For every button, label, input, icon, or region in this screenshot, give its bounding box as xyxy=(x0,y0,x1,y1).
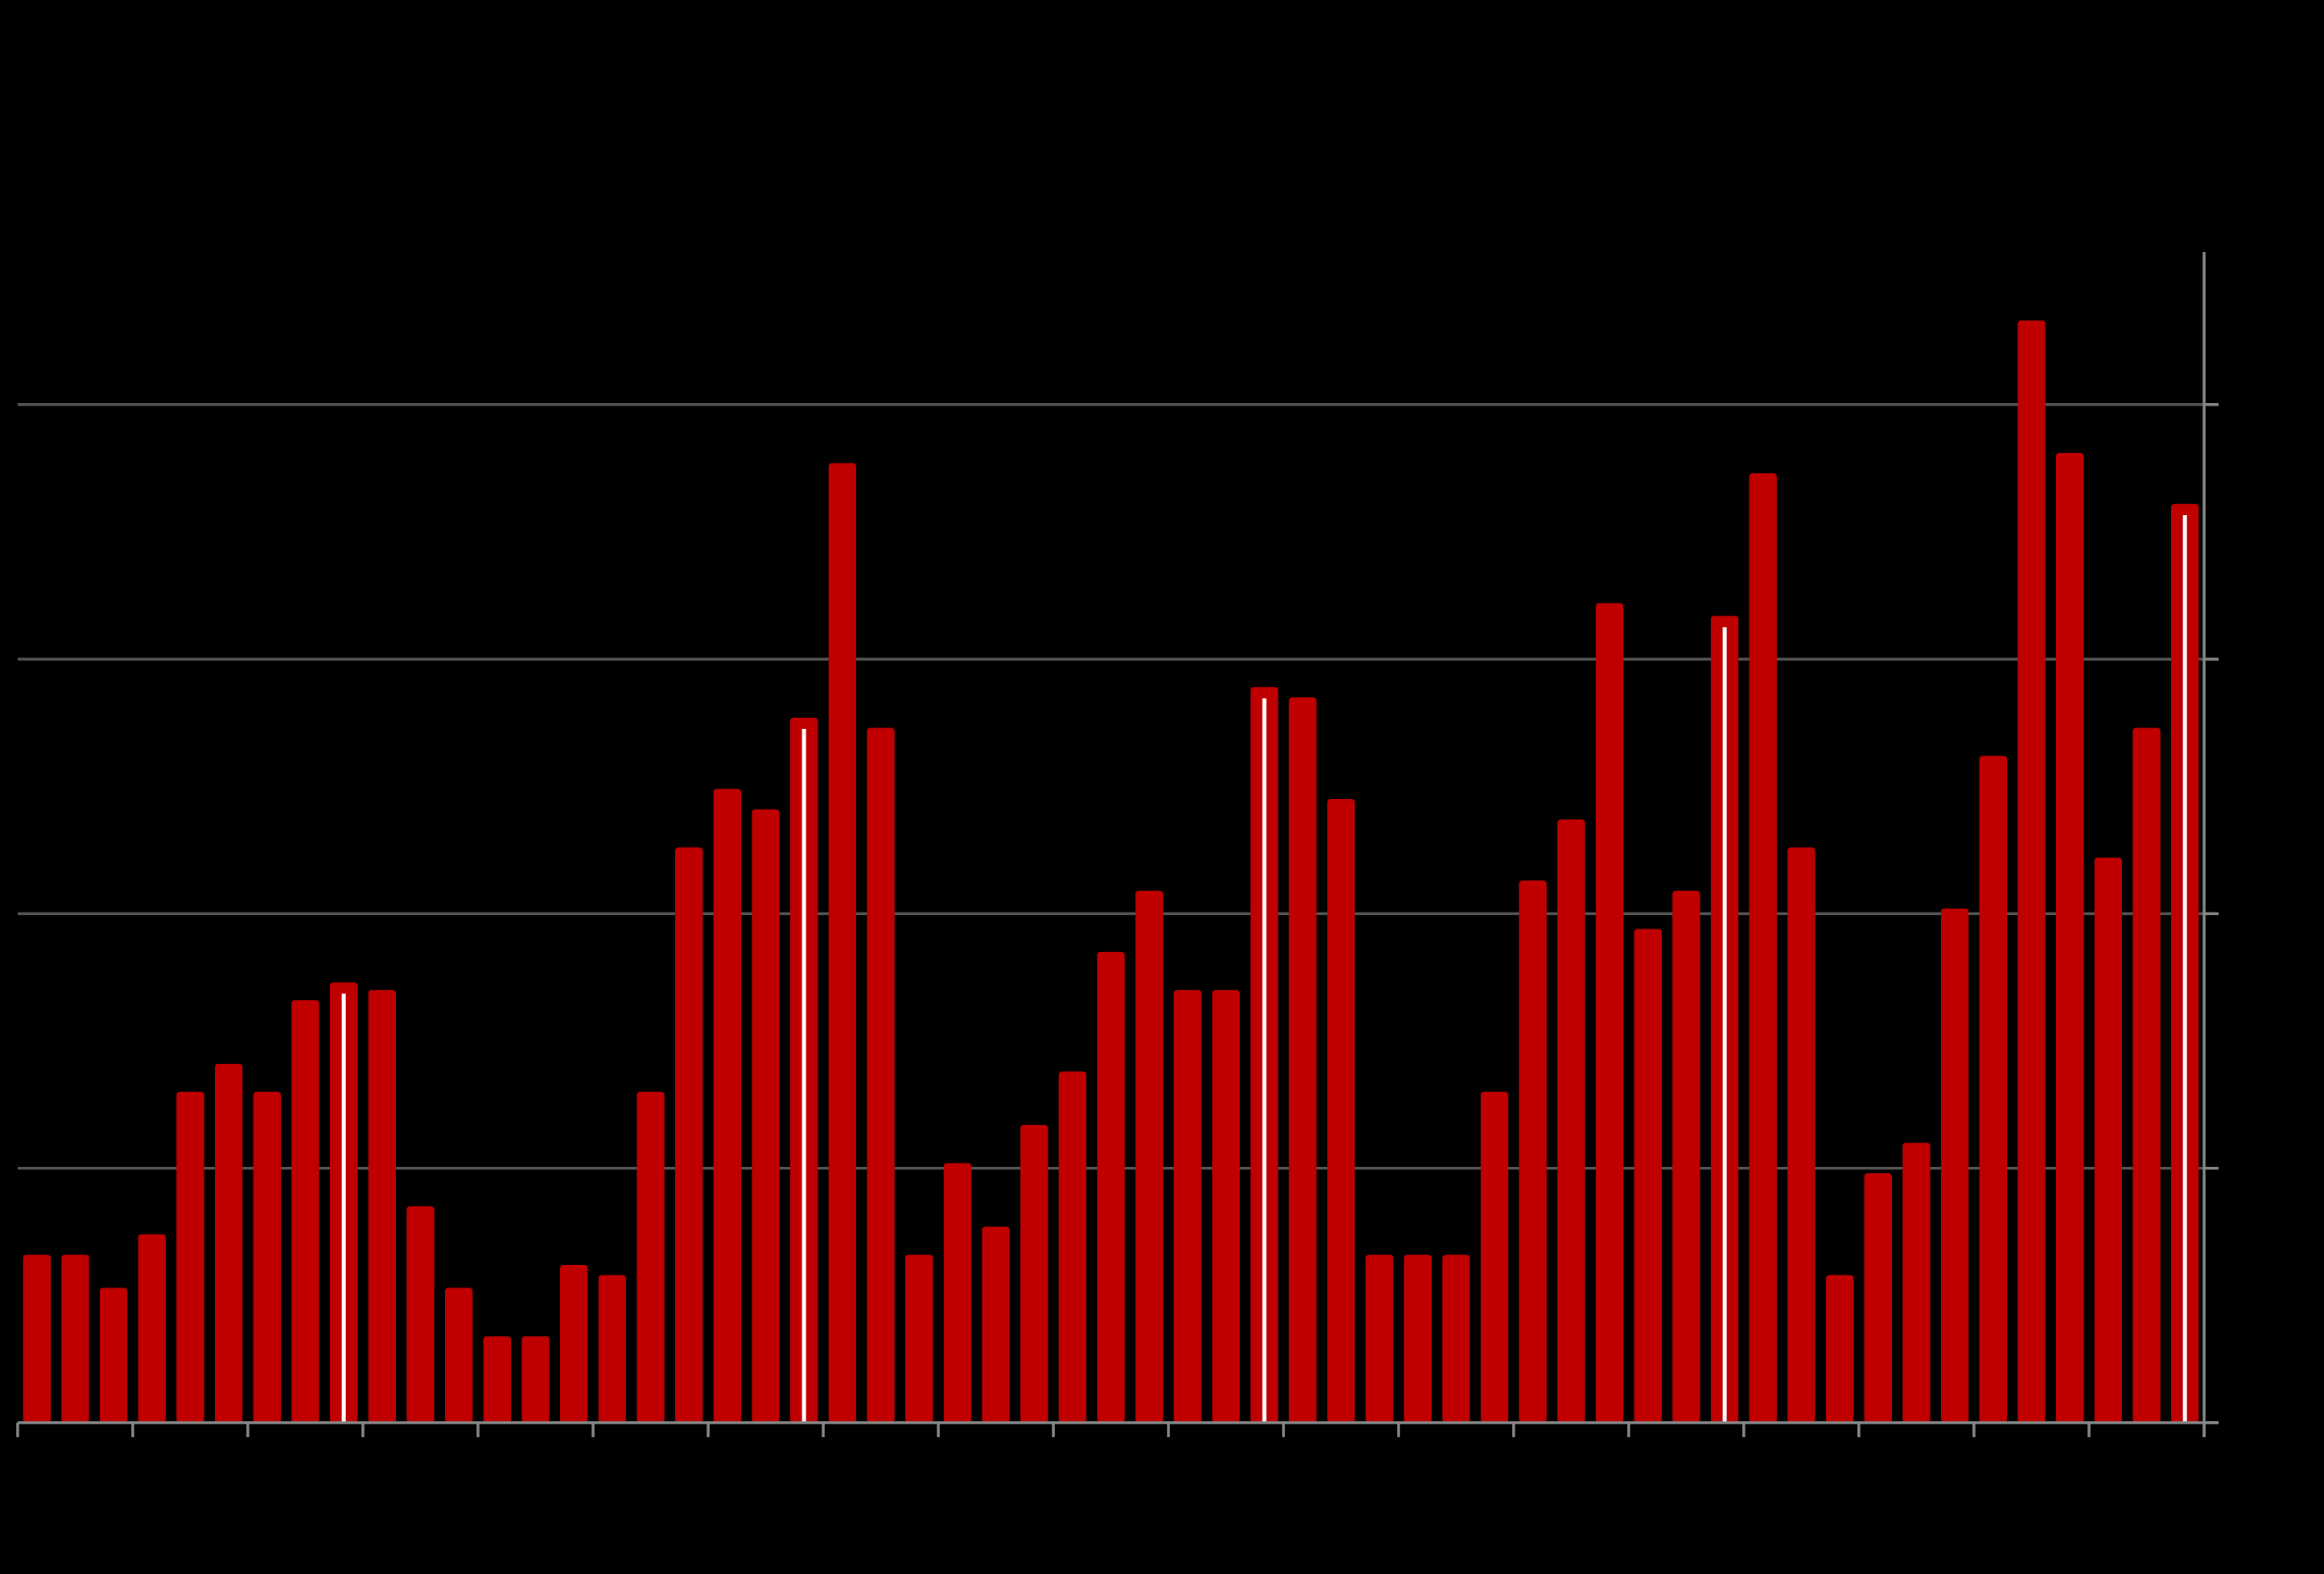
bar xyxy=(1173,990,1201,1423)
bar xyxy=(1902,1143,1930,1423)
bar xyxy=(1442,1255,1470,1423)
bar xyxy=(2017,320,2046,1424)
bar xyxy=(61,1255,89,1423)
bar xyxy=(368,990,396,1423)
bar xyxy=(675,847,703,1423)
bar xyxy=(1787,847,1815,1423)
bar xyxy=(1366,1255,1394,1423)
bar xyxy=(1749,473,1777,1423)
bar xyxy=(1481,1091,1509,1423)
bar xyxy=(1135,890,1164,1423)
bar xyxy=(2094,857,2122,1423)
bar xyxy=(2132,727,2161,1423)
bar xyxy=(406,1206,435,1423)
bar xyxy=(291,999,319,1423)
bar xyxy=(982,1226,1010,1423)
bar xyxy=(1979,756,2007,1423)
bar xyxy=(445,1288,473,1423)
bar xyxy=(905,1255,933,1423)
bar xyxy=(100,1288,128,1423)
bar xyxy=(560,1264,588,1423)
bar xyxy=(1596,603,1624,1423)
bar xyxy=(1058,1071,1086,1423)
bar xyxy=(1327,799,1355,1423)
bar xyxy=(2056,452,2084,1424)
bar xyxy=(1557,819,1585,1423)
bar xyxy=(1288,697,1317,1423)
bar xyxy=(1826,1275,1854,1423)
bar xyxy=(1634,929,1662,1423)
bar xyxy=(176,1091,204,1423)
bar xyxy=(1672,890,1700,1423)
bar xyxy=(943,1163,971,1423)
bar xyxy=(23,1255,51,1423)
bar xyxy=(483,1336,511,1423)
bar xyxy=(1941,909,1969,1423)
bar xyxy=(867,727,895,1423)
bar xyxy=(713,789,741,1423)
bar xyxy=(598,1275,626,1423)
bar xyxy=(1097,951,1125,1423)
bar xyxy=(138,1234,166,1423)
bar xyxy=(1403,1255,1432,1423)
bar xyxy=(1864,1173,1892,1423)
bar xyxy=(1212,990,1240,1423)
bar xyxy=(828,463,856,1423)
bar xyxy=(215,1064,243,1423)
bar xyxy=(637,1091,665,1423)
bar xyxy=(1518,880,1547,1423)
bar xyxy=(1020,1124,1049,1423)
bar xyxy=(253,1091,281,1423)
bar xyxy=(521,1336,550,1423)
bar xyxy=(752,809,780,1423)
